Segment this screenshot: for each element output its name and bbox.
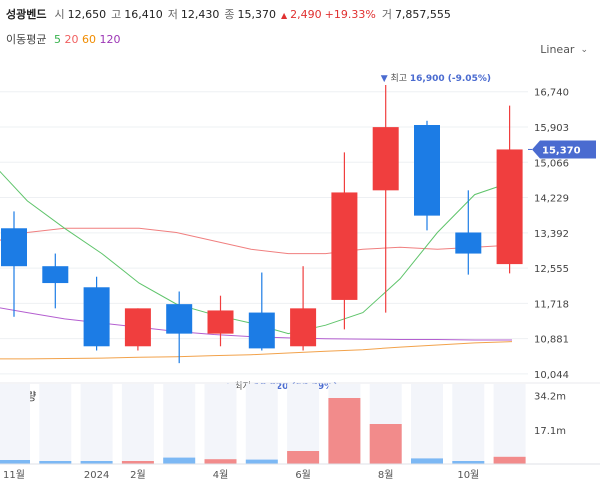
current-price-tag — [532, 140, 596, 159]
change-value: 2,490 — [290, 8, 322, 21]
x-tick-label: 4월 — [213, 469, 229, 481]
x-tick-label: 10월 — [457, 469, 479, 481]
high-value: 16,410 — [124, 8, 163, 21]
y-tick-label: 15,066 — [534, 158, 569, 169]
candle-up — [290, 308, 317, 347]
ma60-line — [0, 341, 513, 360]
moving-average-label: 이동평균 — [6, 33, 47, 46]
close-value: 15,370 — [237, 8, 276, 21]
volume-slot — [39, 384, 72, 464]
volume-bar-down — [80, 461, 113, 464]
ma120-legend[interactable]: 120 — [99, 33, 121, 46]
change-percent: +19.33% — [324, 8, 376, 21]
x-tick-label: 11월 — [3, 469, 25, 481]
x-tick-label: 8월 — [378, 469, 394, 481]
candle-up — [331, 192, 358, 300]
change-up-icon: ▲ — [280, 11, 288, 20]
volume-bar-up — [204, 459, 237, 464]
moving-average-legend[interactable]: 이동평균 5 20 60 120 — [6, 31, 120, 47]
volume-slot — [163, 384, 196, 464]
candle-up — [207, 310, 234, 334]
volume-slot — [452, 384, 485, 464]
candle-up — [372, 127, 399, 191]
volume-label: 거 — [381, 8, 392, 21]
candle-down — [248, 312, 275, 349]
y-tick-label: 16,740 — [534, 88, 569, 99]
close-label: 종 — [224, 8, 235, 21]
volume-slot — [0, 384, 30, 464]
candle-down — [1, 228, 27, 267]
high-annotation: ▼ 최고 16,900 (-9.05%) — [381, 73, 491, 84]
volume-bar-down — [0, 460, 30, 464]
y-tick-label: 11,718 — [534, 299, 569, 310]
volume-slot — [80, 384, 113, 464]
volume-bar-up — [328, 398, 361, 464]
open-label: 시 — [54, 8, 65, 21]
x-tick-label: 2월 — [130, 469, 146, 481]
volume-tick-label: 17.1m — [534, 426, 566, 437]
volume-bar-up — [287, 451, 320, 464]
candle-up — [124, 308, 151, 347]
volume-slot — [204, 384, 237, 464]
chevron-down-icon: ⌄ — [580, 44, 588, 55]
volume-bar-down — [245, 459, 278, 464]
high-label: 고 — [111, 8, 122, 21]
volume-slot — [493, 384, 526, 464]
y-tick-label: 15,903 — [534, 123, 569, 134]
candle-down — [42, 266, 69, 284]
candle-down — [83, 287, 110, 347]
low-label: 저 — [167, 8, 178, 21]
volume-bar-up — [369, 424, 402, 464]
volume-bar-down — [452, 461, 485, 464]
candle-down — [166, 304, 193, 334]
volume-slot — [121, 384, 154, 464]
ma20-line — [0, 227, 513, 255]
low-value: 12,430 — [180, 8, 220, 21]
price-header: 성광벤드 시 12,650 고 16,410 저 12,430 종 15,370… — [6, 6, 456, 24]
ma5-legend[interactable]: 5 — [53, 33, 61, 46]
volume-bar-up — [121, 461, 154, 464]
volume-slot — [245, 384, 278, 464]
x-tick-label: 6월 — [295, 469, 311, 481]
y-tick-label: 13,392 — [534, 229, 569, 240]
y-tick-label: 10,044 — [534, 370, 569, 381]
x-tick-label: 2024 — [84, 470, 109, 481]
volume-bar-down — [411, 458, 443, 464]
volume-bar-down — [163, 457, 196, 464]
volume-slot — [287, 384, 320, 464]
volume-slot — [411, 384, 443, 464]
y-tick-label: 10,881 — [534, 335, 569, 346]
stock-name: 성광벤드 — [6, 8, 47, 21]
candle-down — [414, 125, 440, 216]
scale-label: Linear — [540, 43, 575, 56]
current-price-label: 15,370 — [542, 145, 581, 156]
ma20-legend[interactable]: 20 — [64, 33, 79, 46]
candle-up — [496, 149, 523, 265]
volume-bar-up — [493, 456, 526, 464]
open-value: 12,650 — [67, 8, 107, 21]
scale-selector[interactable]: Linear ⌄ — [540, 43, 588, 56]
volume-value: 7,857,555 — [394, 8, 451, 21]
volume-tick-label: 34.2m — [534, 392, 566, 403]
y-tick-label: 14,229 — [534, 194, 569, 205]
ma60-legend[interactable]: 60 — [81, 33, 96, 46]
y-tick-label: 12,555 — [534, 264, 569, 275]
candle-down — [455, 232, 482, 254]
volume-bar-down — [39, 461, 72, 464]
